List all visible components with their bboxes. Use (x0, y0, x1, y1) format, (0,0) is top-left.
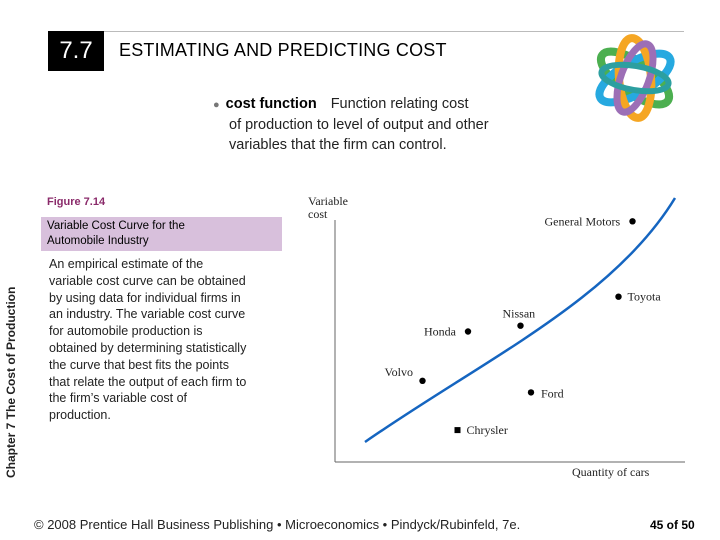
variable-cost-chart: Variable cost Quantity of cars General M… (308, 194, 685, 479)
figure-title-line1: Variable Cost Curve for the (47, 220, 185, 232)
definition-bullet: ● (213, 99, 220, 111)
definition-term: cost function (225, 96, 317, 112)
y-axis-label-line1: Variable (308, 194, 348, 208)
firm-points: General Motors Toyota Nissan Honda Volvo Ford… (385, 214, 662, 437)
figure-title-box: Variable Cost Curve for the Automobile I… (41, 217, 282, 251)
figure-caption-text: An empirical estimate of the variable co… (49, 257, 247, 423)
figure-number: Figure 7.14 (47, 196, 106, 208)
point-general-motors (629, 218, 636, 225)
section-title: ESTIMATING AND PREDICTING COST (119, 40, 447, 60)
point-ford (527, 389, 535, 396)
label-honda: Honda (424, 325, 457, 339)
header-rule (104, 31, 684, 32)
figure-title-line2: Automobile Industry (47, 235, 149, 247)
point-honda (464, 328, 472, 335)
variable-cost-curve (364, 197, 677, 444)
section-number: 7.7 (59, 37, 93, 64)
point-volvo (419, 377, 426, 384)
definition-text-line1: Function relating cost (330, 96, 469, 112)
label-nissan: Nissan (503, 307, 536, 321)
label-general-motors: General Motors (545, 214, 621, 228)
y-axis-label-line2: cost (308, 207, 328, 221)
point-toyota (615, 293, 622, 300)
definition-text-line3: variables that the firm can control. (229, 137, 447, 153)
definition-block: ● cost function Function relating cost of … (213, 94, 533, 155)
chapter-sidebar-label: Chapter 7 The Cost of Production (4, 286, 18, 478)
x-axis-label: Quantity of cars (572, 465, 650, 479)
label-volvo: Volvo (385, 365, 413, 379)
label-ford: Ford (541, 386, 564, 400)
label-chrysler: Chrysler (467, 423, 508, 437)
point-nissan (517, 322, 524, 329)
interlocking-rings-logo-icon (595, 34, 675, 122)
label-toyota: Toyota (628, 290, 662, 304)
page-number: 45 of 50 (650, 518, 695, 532)
point-chrysler (454, 427, 461, 434)
definition-text-line2: of production to level of output and oth… (229, 117, 489, 133)
footer-copyright: © 2008 Prentice Hall Business Publishing… (34, 517, 521, 532)
section-number-box: 7.7 (48, 31, 104, 71)
